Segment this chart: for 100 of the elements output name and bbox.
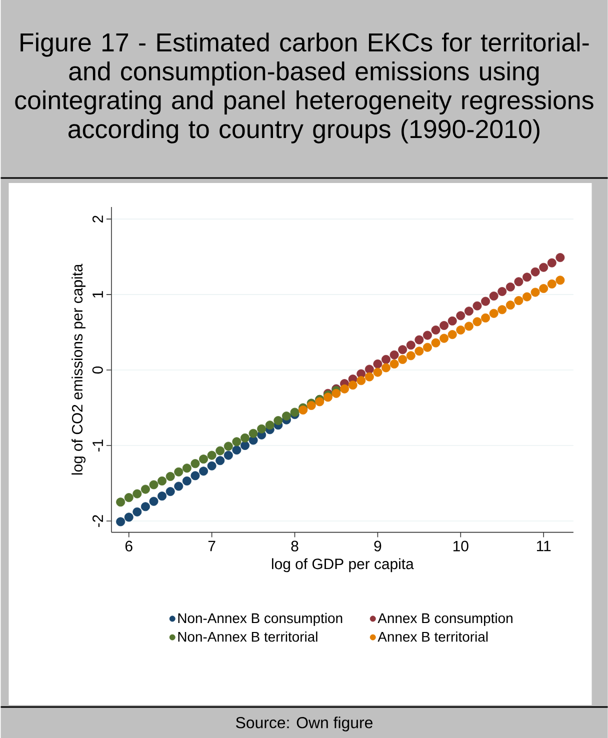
point: [530, 288, 540, 297]
y-tick-label: -2: [92, 515, 103, 527]
legend-label: Non-Annex B consumption: [178, 612, 342, 626]
point: [398, 354, 407, 364]
point: [522, 292, 532, 302]
legend-label: Annex B consumption: [377, 612, 512, 626]
y-axis-title: log of CO2 emissions per capita: [71, 264, 86, 475]
point: [506, 282, 515, 292]
point: [514, 277, 523, 286]
point: [190, 459, 200, 468]
point: [166, 487, 175, 496]
point: [240, 440, 250, 450]
point: [497, 305, 506, 314]
point: [224, 442, 233, 451]
point: [448, 316, 457, 326]
x-tick-label: 6: [125, 540, 132, 552]
point: [348, 380, 358, 390]
point: [207, 461, 216, 470]
point: [538, 262, 548, 272]
x-tick-label: 10: [453, 540, 468, 552]
point: [514, 296, 523, 306]
point: [149, 480, 158, 490]
point: [140, 502, 150, 512]
y-tick-label: -1: [92, 440, 103, 452]
point: [174, 482, 183, 491]
point: [555, 253, 564, 262]
point: [190, 471, 200, 480]
point: [290, 408, 300, 417]
point: [149, 496, 158, 506]
x-axis-title: log of GDP per capita: [272, 558, 414, 572]
x-tick-label: 7: [208, 540, 215, 552]
point: [232, 437, 241, 446]
point: [497, 287, 506, 296]
point: [480, 313, 490, 322]
y-tick-label: 1: [92, 291, 103, 298]
x-tick-label: 9: [374, 540, 381, 552]
point: [282, 412, 291, 421]
point: [265, 420, 274, 430]
point: [256, 424, 266, 434]
point: [356, 376, 366, 386]
point: [439, 320, 448, 330]
source-note: Source: Own figure: [236, 716, 372, 732]
point: [480, 296, 490, 306]
point: [166, 472, 175, 481]
point: [414, 335, 424, 344]
point: [207, 450, 216, 460]
point: [538, 284, 548, 294]
legend-label: Annex B territorial: [377, 632, 488, 642]
point: [273, 416, 282, 426]
point: [140, 484, 150, 494]
point: [489, 308, 498, 318]
point: [464, 306, 474, 316]
point: [406, 340, 416, 350]
point: [390, 359, 399, 368]
point: [116, 498, 125, 507]
point: [182, 476, 192, 486]
point: [431, 338, 440, 348]
point: [547, 279, 556, 288]
point: [132, 507, 142, 516]
point: [464, 322, 474, 331]
point: [530, 267, 540, 276]
point: [157, 492, 166, 501]
point: [472, 317, 482, 326]
point: [555, 276, 564, 285]
point: [381, 354, 390, 364]
point: [547, 258, 556, 268]
point: [182, 464, 192, 473]
point: [381, 363, 390, 372]
point: [174, 467, 183, 476]
point: [489, 292, 498, 301]
point: [224, 450, 233, 460]
point: [456, 326, 465, 335]
point: [364, 364, 374, 374]
point: [431, 326, 440, 335]
point: [398, 345, 407, 354]
point: [248, 428, 258, 438]
x-tick-label: 8: [291, 540, 298, 552]
point: [314, 397, 324, 406]
point: [422, 330, 432, 340]
y-tick-label: 0: [92, 366, 103, 374]
point: [157, 476, 166, 486]
point: [372, 359, 382, 368]
point: [364, 372, 374, 382]
point: [240, 433, 250, 442]
point: [406, 351, 416, 360]
point: [215, 456, 224, 466]
point: [198, 466, 208, 476]
point: [506, 300, 515, 310]
point: [340, 384, 349, 394]
point: [372, 368, 382, 377]
point: [422, 342, 432, 352]
point: [132, 489, 142, 498]
point: [323, 392, 332, 402]
point: [390, 350, 399, 360]
point: [456, 311, 465, 320]
point: [232, 446, 241, 455]
point: [124, 512, 134, 522]
point: [439, 334, 448, 343]
point: [198, 454, 208, 464]
point: [472, 301, 482, 310]
